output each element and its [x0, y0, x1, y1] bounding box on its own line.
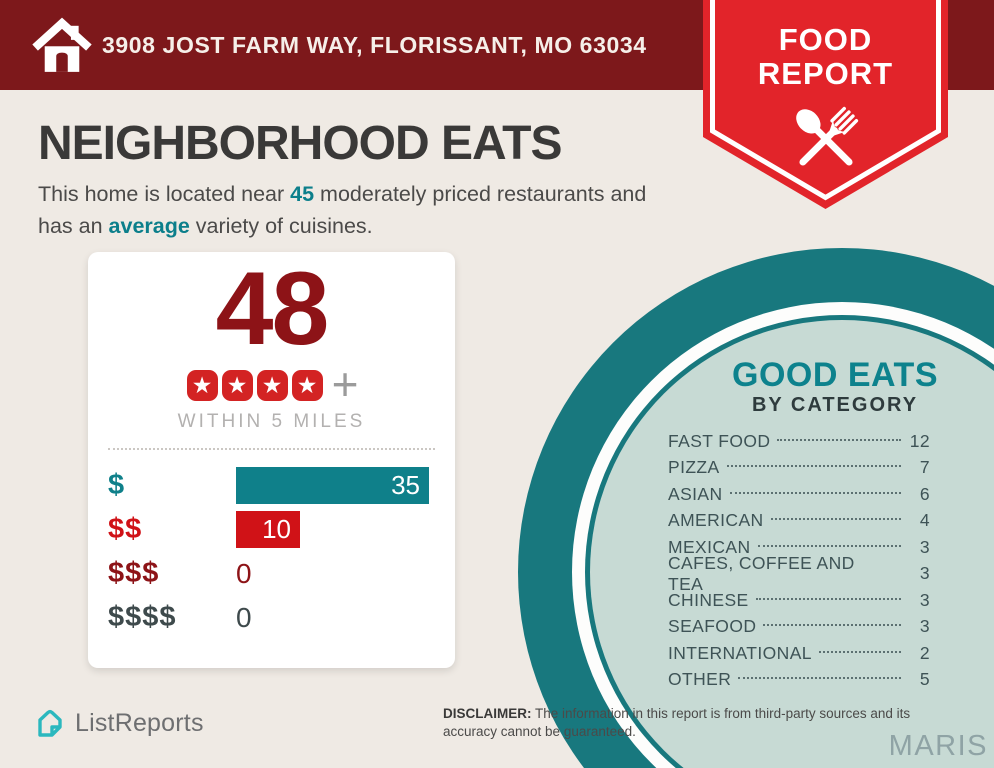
ribbon-title-line1: FOOD: [778, 22, 873, 57]
star-tiles: ★ ★ ★ ★: [185, 370, 325, 402]
radius-label: WITHIN 5 MILES: [177, 410, 366, 432]
disclaimer-text: DISCLAIMER: The information in this repo…: [443, 705, 958, 741]
good-eats-subtitle: BY CATEGORY: [751, 394, 919, 416]
star-rating: ★ ★ ★ ★ +: [88, 357, 455, 410]
category-value: 2: [919, 642, 930, 663]
dotted-leader: [757, 544, 901, 547]
category-value: 3: [919, 589, 930, 610]
category-label: SEAFOOD: [668, 616, 757, 637]
page-title: NEIGHBORHOOD EATS: [38, 117, 562, 170]
category-value: 4: [919, 510, 930, 531]
category-label: MEXICAN: [668, 536, 751, 557]
price-tier-label: $$$: [108, 557, 160, 590]
dotted-leader: [818, 650, 901, 653]
category-label: FAST FOOD: [668, 430, 771, 451]
price-tier-bar: 10: [236, 511, 300, 549]
listreports-brand: ListReports: [34, 707, 204, 739]
price-tier-label: $: [108, 469, 126, 502]
category-label: CHINESE: [668, 589, 749, 610]
category-value: 3: [919, 563, 930, 584]
category-label: CAFES, COFFEE AND TEA: [668, 552, 855, 594]
price-tier-row: $35: [88, 464, 455, 508]
price-tier-bar-zone: 10: [236, 511, 429, 549]
home-icon: [32, 17, 92, 72]
category-value: 6: [919, 483, 930, 504]
star-icon: ★: [186, 370, 218, 402]
dotted-leader: [777, 438, 901, 441]
category-row: INTERNATIONAL 2: [668, 640, 930, 667]
plus-icon: +: [331, 357, 359, 410]
category-value: 3: [919, 616, 930, 637]
dotted-leader: [770, 518, 901, 521]
restaurant-count-highlight: 45: [290, 182, 315, 206]
dotted-leader: [738, 677, 901, 680]
dotted-leader: [729, 491, 901, 494]
restaurant-summary-card: 48 ★ ★ ★ ★ + WITHIN 5 MILES $35 $$ 10 $$$ 0 $$$$…: [88, 252, 455, 668]
intro-mid: moderately priced restaurants and has an: [38, 182, 647, 238]
dotted-leader: [726, 465, 901, 468]
price-tier-bar: 35: [236, 467, 429, 505]
price-tier-row: $$$ 0: [88, 552, 455, 596]
price-tier-row: $$$$ 0: [88, 596, 455, 640]
divider: [108, 447, 435, 450]
category-value: 7: [919, 457, 930, 478]
category-label: PIZZA: [668, 457, 720, 478]
category-row: FAST FOOD 12: [668, 428, 930, 455]
ribbon-title-line2: REPORT: [757, 56, 894, 91]
listreports-logo-icon: [38, 709, 62, 737]
disclaimer-body: The information in this report is from t…: [443, 706, 911, 740]
category-row: CAFES, COFFEE AND TEA 3: [668, 553, 930, 594]
category-row: ASIAN 6: [668, 481, 930, 508]
category-value: 12: [909, 430, 930, 451]
intro-text: This home is located near 45 moderately …: [38, 179, 683, 242]
disclaimer-label: DISCLAIMER:: [443, 706, 532, 721]
dotted-leader: [755, 597, 901, 600]
price-tier-label: $$: [108, 513, 143, 546]
category-row: MEXICAN 3: [668, 534, 930, 561]
price-tier-row: $$ 10: [88, 508, 455, 552]
dotted-leader: [763, 624, 901, 627]
price-tier-bar-zone: 0: [236, 599, 429, 636]
category-row: AMERICAN 4: [668, 508, 930, 535]
fork-spoon-icon: [796, 106, 859, 166]
category-value: 5: [919, 669, 930, 690]
food-report-ribbon: FOOD REPORT: [703, 0, 948, 214]
category-label: INTERNATIONAL: [668, 642, 812, 663]
category-row: OTHER 5: [668, 667, 930, 694]
intro-post: variety of cuisines.: [189, 213, 373, 238]
price-tier-zero-value: 0: [236, 602, 252, 634]
star-icon: ★: [291, 370, 323, 402]
category-label: ASIAN: [668, 483, 723, 504]
variety-highlight: average: [108, 213, 190, 238]
maris-watermark: MARIS: [888, 730, 988, 762]
star-icon: ★: [256, 370, 288, 402]
category-label: AMERICAN: [668, 510, 764, 531]
category-row: CHINESE 3: [668, 587, 930, 614]
category-row: PIZZA 7: [668, 455, 930, 482]
category-list: FAST FOOD 12 PIZZA 7 ASIAN 6 AMERICAN 4 MEXICAN 3…: [668, 428, 930, 693]
category-value: 3: [919, 536, 930, 557]
intro-pre: This home is located near: [38, 182, 291, 206]
ribbon-shape: [703, 0, 948, 209]
property-address: 3908 JOST FARM WAY, FLORISSANT, MO 63034: [102, 31, 647, 58]
listreports-brand-text: ListReports: [75, 708, 204, 737]
category-row: SEAFOOD 3: [668, 614, 930, 641]
price-tier-label: $$$$: [108, 601, 177, 634]
star-icon: ★: [221, 370, 253, 402]
category-label: OTHER: [668, 669, 732, 690]
restaurant-total-count: 48: [215, 251, 330, 367]
good-eats-title: GOOD EATS: [732, 356, 938, 394]
price-tier-bar-zone: 0: [236, 555, 429, 592]
price-tier-zero-value: 0: [236, 558, 252, 590]
price-tier-bar-zone: 35: [236, 467, 429, 505]
price-tier-chart: $35 $$ 10 $$$ 0 $$$$ 0: [88, 464, 455, 640]
